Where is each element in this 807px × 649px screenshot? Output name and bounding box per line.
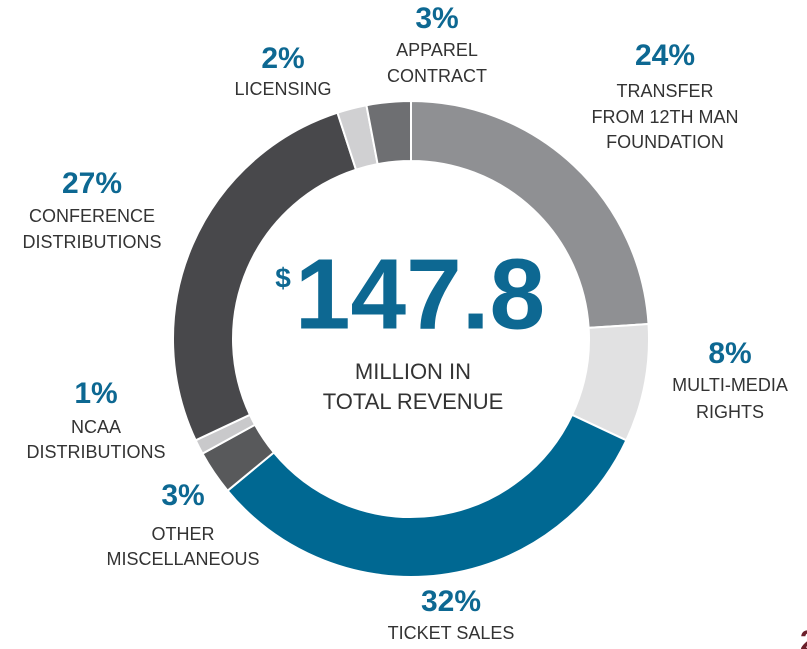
data-label: 27% (62, 167, 122, 200)
page-number: 2 (800, 625, 807, 649)
category-label: LICENSING (234, 79, 331, 99)
center-text: TOTAL REVENUE (323, 389, 504, 414)
center-value: 147.8 (295, 238, 545, 350)
category-label: NCAA (71, 417, 121, 437)
category-label: TRANSFER (616, 81, 713, 101)
category-label: MISCELLANEOUS (106, 549, 259, 569)
category-label: CONTRACT (387, 66, 487, 86)
data-label: 8% (708, 337, 751, 370)
category-label: FOUNDATION (606, 132, 724, 152)
data-label: 2% (261, 42, 304, 75)
data-label: 3% (415, 2, 458, 35)
category-label: MULTI-MEDIA (672, 375, 788, 395)
category-label: RIGHTS (696, 402, 764, 422)
segment (226, 413, 628, 578)
category-label: OTHER (152, 524, 215, 544)
segment (365, 99, 412, 166)
data-label: 1% (74, 377, 117, 410)
category-label: APPAREL (396, 40, 478, 60)
category-label: DISTRIBUTIONS (22, 232, 161, 252)
data-label: 24% (635, 39, 695, 72)
ring (172, 99, 650, 578)
category-label: TICKET SALES (388, 623, 515, 643)
center-text: MILLION IN (355, 359, 471, 384)
data-label: 3% (161, 479, 204, 512)
category-label: FROM 12TH MAN (591, 107, 738, 127)
category-label: CONFERENCE (29, 206, 155, 226)
data-label: 32% (421, 585, 481, 618)
center-prefix: $ (275, 262, 291, 293)
category-label: DISTRIBUTIONS (26, 442, 165, 462)
